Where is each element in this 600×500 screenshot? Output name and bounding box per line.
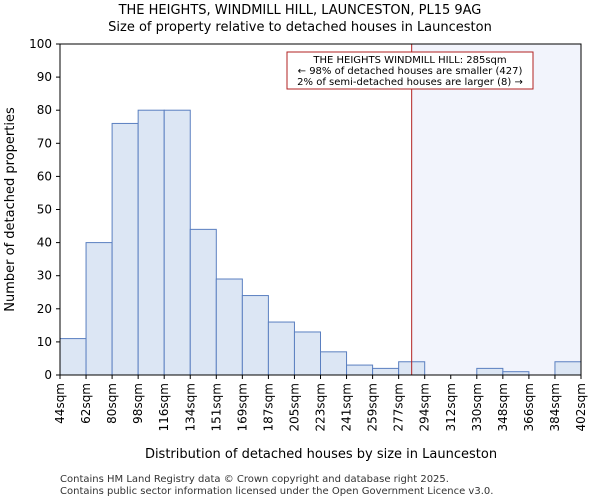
annotation-larger: 2% of semi-detached houses are larger (8… <box>297 77 523 88</box>
y-tick-label: 0 <box>44 368 52 382</box>
chart-title: THE HEIGHTS, WINDMILL HILL, LAUNCESTON, … <box>118 3 482 18</box>
y-tick-label: 50 <box>37 203 52 217</box>
bar-259sqm <box>372 367 400 376</box>
annotation-frame <box>286 51 534 90</box>
y-tick-label: 60 <box>37 169 52 183</box>
y-tick-label: 40 <box>37 236 52 250</box>
bar-187sqm <box>267 321 295 376</box>
x-axis-label: Distribution of detached houses by size … <box>145 447 497 462</box>
bar-223sqm <box>320 351 348 376</box>
x-axis: 44sqm 62sqm 80sqm 98sqm 116sqm 134sqm 151sqm 16… <box>53 375 588 431</box>
y-tick-label: 20 <box>37 302 52 316</box>
bar-44sqm <box>59 338 87 376</box>
bar-151sqm <box>215 278 243 376</box>
y-tick-label: 30 <box>37 269 52 283</box>
y-tick-label: 90 <box>37 70 52 84</box>
footer-line-2: Contains public sector information licen… <box>60 486 493 497</box>
bar-330sqm <box>476 367 504 376</box>
y-tick-label: 70 <box>37 136 52 150</box>
y-axis-label: Number of detached properties <box>3 107 18 312</box>
bar-116sqm <box>163 109 191 376</box>
x-tick-label: 330sqm <box>470 383 484 431</box>
bar-241sqm <box>346 364 374 376</box>
y-tick-label: 80 <box>37 103 52 117</box>
x-tick-label: 205sqm <box>287 383 301 431</box>
annotation-title: THE HEIGHTS WINDMILL HILL: 285sqm <box>312 55 506 66</box>
x-tick-label: 241sqm <box>340 383 354 431</box>
bar-80sqm <box>111 122 139 376</box>
bar-205sqm <box>293 331 322 376</box>
x-tick-label: 169sqm <box>235 383 249 431</box>
bars-group <box>59 109 582 376</box>
x-tick-label: 384sqm <box>548 383 562 431</box>
x-tick-label: 134sqm <box>183 383 197 431</box>
bar-384sqm <box>554 361 582 376</box>
footer-line-1: Contains HM Land Registry data © Crown c… <box>60 474 449 485</box>
x-tick-label: 294sqm <box>418 383 432 431</box>
y-axis: 0 10 20 30 40 50 60 70 80 90 100 <box>29 37 60 382</box>
x-tick-label: 98sqm <box>131 383 145 424</box>
x-tick-label: 312sqm <box>444 383 458 431</box>
x-tick-label: 44sqm <box>53 383 67 424</box>
x-tick-label: 223sqm <box>314 383 328 431</box>
x-tick-label: 62sqm <box>79 383 93 424</box>
x-tick-label: 116sqm <box>157 383 171 431</box>
x-tick-label: 187sqm <box>261 383 275 431</box>
x-tick-label: 80sqm <box>105 383 119 424</box>
x-tick-label: 259sqm <box>366 383 380 431</box>
x-tick-label: 366sqm <box>522 383 536 431</box>
highlight-region <box>411 44 581 375</box>
bar-62sqm <box>85 242 113 376</box>
annotation-box: THE HEIGHTS WINDMILL HILL: 285sqm ← 98% … <box>286 51 534 90</box>
annotation-smaller: ← 98% of detached houses are smaller (42… <box>298 66 523 77</box>
bar-134sqm <box>189 228 217 376</box>
y-tick-label: 10 <box>37 335 52 349</box>
y-tick-label: 100 <box>29 37 52 51</box>
x-tick-label: 151sqm <box>209 383 223 431</box>
x-tick-label: 348sqm <box>496 383 510 431</box>
x-tick-label: 277sqm <box>392 383 406 431</box>
bar-98sqm <box>137 109 165 376</box>
bar-169sqm <box>241 295 269 376</box>
chart-subtitle: Size of property relative to detached ho… <box>108 20 492 35</box>
x-tick-label: 402sqm <box>574 383 588 431</box>
